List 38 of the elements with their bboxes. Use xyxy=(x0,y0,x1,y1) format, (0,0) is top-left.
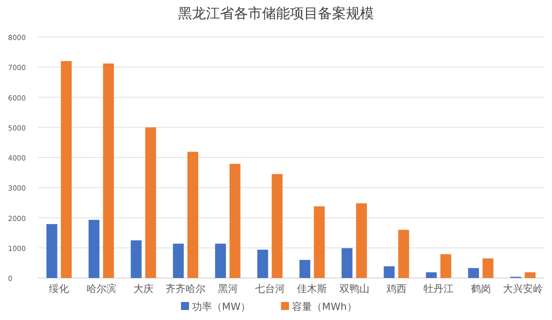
bar xyxy=(482,258,494,278)
bar xyxy=(468,268,479,278)
legend-label: 容量（MWh） xyxy=(292,301,357,313)
bar xyxy=(440,254,452,278)
legend-label: 功率（MW） xyxy=(192,301,251,313)
x-tick-label: 牡丹江 xyxy=(424,283,454,295)
x-tick-label: 黑河 xyxy=(218,283,238,295)
bar xyxy=(272,174,283,278)
x-tick-label: 齐齐哈尔 xyxy=(166,283,206,295)
bar xyxy=(46,224,58,278)
bar xyxy=(88,220,100,278)
bar xyxy=(384,266,395,278)
bar xyxy=(130,240,142,278)
bar xyxy=(215,244,226,278)
x-tick-label: 大庆 xyxy=(133,283,154,295)
x-tick-label: 七台河 xyxy=(254,283,285,295)
bar xyxy=(187,152,198,278)
bar xyxy=(103,64,114,278)
bar xyxy=(356,203,367,278)
bar xyxy=(524,272,536,278)
bar xyxy=(398,230,410,278)
x-tick-label: 鸡西 xyxy=(385,284,406,295)
bar xyxy=(172,244,184,278)
x-tick-label: 大兴安岭 xyxy=(502,283,543,295)
x-tick-label: 双鸭山 xyxy=(339,283,370,295)
x-tick-label: 绥化 xyxy=(49,283,70,295)
bar xyxy=(299,260,310,278)
bar xyxy=(257,250,268,278)
bar xyxy=(230,164,240,278)
bar xyxy=(314,206,325,278)
bar xyxy=(426,272,437,278)
chart-title: 黑龙江省各市储能项目备案规模 xyxy=(178,5,374,22)
x-tick-label: 鹤岗 xyxy=(470,283,491,295)
x-tick-label: 佳木斯 xyxy=(297,283,328,295)
x-tick-label: 哈尔滨 xyxy=(86,283,116,295)
bar xyxy=(342,248,352,278)
bar xyxy=(145,127,156,278)
bar xyxy=(60,61,72,278)
